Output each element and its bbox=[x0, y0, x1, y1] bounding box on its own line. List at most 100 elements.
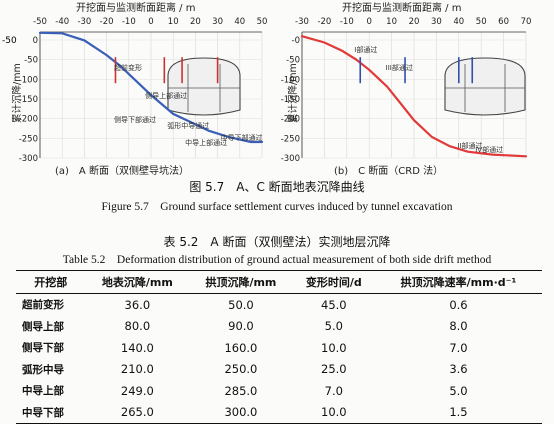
y-tick-label: -300 bbox=[19, 154, 38, 164]
annotation-label: 中导下部通过 bbox=[221, 133, 263, 142]
cell-crown: 50.0 bbox=[228, 297, 254, 312]
x-tick-label: -30 bbox=[77, 17, 91, 27]
table-row: 弧形中导 210.0 250.0 25.0 3.6 bbox=[16, 359, 542, 381]
cell-time: 5.0 bbox=[324, 319, 343, 334]
annotation-label: 超前变形 bbox=[114, 63, 142, 72]
y-tick-label: -200 bbox=[19, 115, 38, 125]
x-tick-label: 40 bbox=[453, 17, 464, 27]
x-tick-label: 20 bbox=[190, 17, 201, 27]
x-tick-label: 50 bbox=[257, 17, 268, 27]
x-tick-label: 20 bbox=[409, 17, 420, 27]
x-tick-label: -30 bbox=[295, 17, 309, 27]
y-tick-label: -50 bbox=[24, 56, 38, 66]
cell-surface: 210.0 bbox=[120, 362, 154, 377]
table-row: 中导下部 265.0 300.0 10.0 1.5 bbox=[16, 401, 542, 424]
cell-rate: 7.0 bbox=[449, 340, 468, 355]
figure-charts: 开挖面与监测断面距离 / m-50 -40 -30 -20 -10 0 10 20 30 40 50… bbox=[2, 1, 532, 177]
cell-rate: 5.0 bbox=[449, 383, 468, 398]
x-tick-label: 40 bbox=[234, 17, 245, 27]
y-tick-label: -100 bbox=[19, 75, 38, 85]
x-tick-label: 30 bbox=[212, 17, 223, 27]
cell-part: 超前变形 bbox=[22, 299, 64, 312]
cell-time: 10.0 bbox=[292, 401, 375, 424]
tunnel-section-diagram bbox=[444, 57, 526, 116]
cell-crown: 250.0 bbox=[224, 362, 258, 377]
x-tick-label: 10 bbox=[168, 17, 179, 27]
annotation-label: II部通过 bbox=[457, 141, 482, 150]
top-axis-label: 开挖面与监测断面距离 / m bbox=[342, 1, 461, 14]
header-crown-settlement: 拱顶沉降/mm bbox=[189, 270, 293, 294]
annotation-label: I部通过 bbox=[354, 45, 377, 54]
x-tick-label: -40 bbox=[55, 17, 69, 27]
table-row: 超前变形 36.0 50.0 45.0 0.6 bbox=[16, 294, 542, 316]
table-row: 中导上部 249.0 285.0 7.0 5.0 bbox=[16, 380, 542, 402]
x-tick-label: 70 bbox=[521, 17, 532, 27]
annotation-label: 中导上部通过 bbox=[185, 138, 227, 147]
header-excavation-part: 开挖部 bbox=[16, 270, 86, 294]
y-tick-label: -50 bbox=[286, 56, 300, 66]
x-tick-label: 50 bbox=[476, 17, 487, 27]
y-tick-label: -200 bbox=[281, 115, 300, 125]
cell-surface: 140.0 bbox=[120, 340, 154, 355]
y-tick-label: -100 bbox=[281, 75, 300, 85]
cell-part: 侧导下部 bbox=[22, 342, 64, 355]
cell-surface: 249.0 bbox=[120, 383, 154, 398]
cell-time: 25.0 bbox=[321, 362, 347, 377]
table-header-row: 开挖部 地表沉降/mm 拱顶沉降/mm 变形时间/d 拱顶沉降速率/mm·d⁻¹ bbox=[16, 270, 542, 294]
y-axis-label: 累计沉降/mm bbox=[11, 63, 23, 123]
table-title-en: Table 5.2 Deformation distribution of gr… bbox=[62, 254, 492, 266]
cell-rate: 1.5 bbox=[374, 401, 542, 424]
annotation-label: 侧导上部通过 bbox=[145, 91, 187, 100]
series-line bbox=[300, 35, 528, 158]
table-row: 侧导上部 80.0 90.0 5.0 8.0 bbox=[16, 316, 542, 338]
y-tick-label: -250 bbox=[281, 134, 300, 144]
y-axis-label: 累计沉降/mm bbox=[287, 63, 299, 123]
table-title-cn: 表 5.2 A 断面（双侧壁法）实测地层沉降 bbox=[163, 235, 391, 249]
cell-part: 中导上部 bbox=[22, 385, 64, 398]
cell-time: 7.0 bbox=[324, 383, 343, 398]
y-tick-label: -0 bbox=[292, 36, 300, 46]
y-tick-label: -150 bbox=[281, 95, 300, 105]
cell-surface: 36.0 bbox=[124, 297, 151, 312]
cell-rate: 8.0 bbox=[449, 319, 468, 334]
chart-panel-a: 开挖面与监测断面距离 / m-50 -40 -30 -20 -10 0 10 20 30 40 50… bbox=[11, 1, 267, 177]
settlement-table: 开挖部 地表沉降/mm 拱顶沉降/mm 变形时间/d 拱顶沉降速率/mm·d⁻¹… bbox=[16, 270, 542, 424]
cell-crown: 300.0 bbox=[189, 401, 293, 424]
cell-crown: 285.0 bbox=[224, 383, 258, 398]
cell-rate: 0.6 bbox=[449, 297, 468, 312]
figure-caption-en: Figure 5.7 Ground surface settlement cur… bbox=[101, 201, 453, 213]
x-tick-label: 10 bbox=[386, 17, 397, 27]
annotation-label: III部通过 bbox=[386, 63, 413, 72]
chart-panel-b: 开挖面与监测断面距离 / m-30 -20 -10 0 10 20 30 40 50 60 70-0… bbox=[281, 1, 532, 177]
cell-crown: 90.0 bbox=[228, 319, 254, 334]
header-surface-settlement: 地表沉降/mm bbox=[85, 270, 190, 294]
cell-crown: 160.0 bbox=[224, 340, 258, 355]
cell-surface: 80.0 bbox=[124, 319, 151, 334]
cell-part: 侧导上部 bbox=[22, 320, 64, 333]
annotation-label: 侧导下部通过 bbox=[114, 115, 156, 124]
header-crown-rate: 拱顶沉降速率/mm·d⁻¹ bbox=[374, 270, 542, 294]
x-tick-label: -20 bbox=[100, 17, 114, 27]
panel-label: (a) A 断面（双侧壁导坑法） bbox=[55, 164, 189, 177]
top-axis-label: 开挖面与监测断面距离 / m bbox=[76, 1, 195, 14]
cell-rate: 3.6 bbox=[449, 362, 468, 377]
series-line bbox=[38, 31, 264, 144]
x-tick-label: -50 bbox=[33, 17, 47, 27]
x-tick-label: 0 bbox=[366, 17, 371, 27]
y-tick-label: -150 bbox=[19, 95, 38, 105]
x-tick-label: 0 bbox=[148, 17, 153, 27]
cell-part: 中导下部 bbox=[16, 401, 86, 424]
panel-label: (b) C 断面（CRD 法） bbox=[334, 164, 443, 177]
cell-time: 45.0 bbox=[321, 297, 347, 312]
cell-part: 弧形中导 bbox=[22, 363, 64, 376]
x-tick-label: -10 bbox=[122, 17, 136, 27]
x-tick-label: -20 bbox=[317, 17, 331, 27]
y-tick-label: -300 bbox=[281, 154, 300, 164]
table-row: 侧导下部 140.0 160.0 10.0 7.0 bbox=[16, 337, 542, 359]
left-axis-stub: -50 bbox=[2, 36, 17, 46]
cell-surface: 265.0 bbox=[85, 401, 190, 424]
header-deform-time: 变形时间/d bbox=[292, 270, 375, 294]
y-tick-label: 0 bbox=[33, 36, 38, 46]
annotation-label: IV部通过 bbox=[475, 145, 503, 154]
annotation-label: 弧形中导通过 bbox=[167, 121, 209, 130]
